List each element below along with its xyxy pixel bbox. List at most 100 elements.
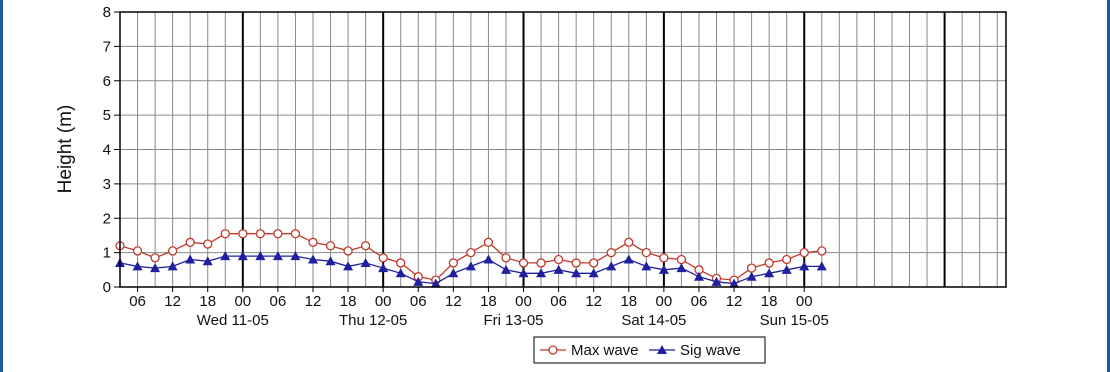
- data-point: [483, 237, 494, 247]
- data-point: [325, 256, 336, 266]
- data-point: [220, 229, 230, 239]
- data-point: [799, 261, 810, 271]
- x-tick-label: 00: [656, 293, 673, 310]
- y-tick-label: 7: [103, 38, 111, 55]
- data-point: [150, 253, 160, 263]
- y-axis-label: Height (m): [55, 105, 76, 194]
- data-point: [378, 253, 388, 263]
- data-point: [325, 241, 336, 251]
- x-tick-label: 00: [796, 293, 813, 310]
- day-label: Sun 15-05: [760, 312, 829, 329]
- x-tick-label: 18: [761, 293, 778, 310]
- x-tick-label: 12: [445, 293, 462, 310]
- data-point: [395, 268, 406, 278]
- data-point: [606, 261, 617, 271]
- data-point: [238, 229, 248, 239]
- data-point: [203, 239, 213, 249]
- data-point: [343, 246, 353, 256]
- legend-entry: Max wave: [540, 342, 639, 359]
- x-tick-label: 18: [480, 293, 497, 310]
- series-sig-wave: [115, 251, 827, 288]
- y-tick-label: 2: [103, 210, 111, 227]
- data-point: [413, 276, 424, 286]
- x-axis: 06 12 18 00 06 12 18 00 06 12 18 00 06 12 18 00 06 12 18 00…: [129, 287, 829, 329]
- data-point: [378, 263, 389, 273]
- day-label: Fri 13-05: [484, 312, 544, 329]
- day-label: Sat 14-05: [621, 312, 686, 329]
- x-tick-label: 06: [270, 293, 287, 310]
- x-tick-label: 12: [726, 293, 743, 310]
- data-point: [536, 268, 547, 278]
- data-point: [273, 229, 283, 239]
- data-point: [657, 345, 667, 354]
- data-point: [255, 229, 266, 239]
- data-point: [360, 257, 371, 267]
- data-point: [553, 254, 564, 265]
- data-point: [202, 256, 213, 266]
- x-tick-label: 00: [515, 293, 532, 310]
- data-point: [711, 276, 722, 286]
- x-tick-label: 06: [691, 293, 708, 310]
- x-tick-label: 18: [620, 293, 637, 310]
- data-point: [272, 251, 283, 261]
- y-axis: 0 1 2 3 4 5 6 7 8: [103, 4, 120, 296]
- legend: Max wave Sig wave: [533, 336, 766, 364]
- data-point: [816, 261, 827, 271]
- day-label: Wed 11-05: [197, 312, 269, 329]
- plot-border: [119, 11, 1007, 288]
- y-tick-label: 3: [103, 176, 111, 193]
- data-point: [536, 258, 546, 268]
- data-point: [641, 247, 651, 258]
- data-point: [167, 246, 178, 256]
- data-point: [782, 254, 792, 265]
- data-point: [308, 237, 318, 247]
- series-layer: [115, 229, 827, 288]
- data-point: [237, 251, 248, 261]
- data-point: [571, 258, 581, 268]
- y-tick-label: 6: [103, 73, 111, 90]
- data-point: [571, 268, 582, 278]
- data-point: [553, 264, 564, 274]
- data-point: [764, 268, 775, 278]
- data-point: [589, 258, 599, 268]
- data-point: [658, 264, 669, 274]
- data-point: [606, 247, 616, 258]
- data-point: [185, 237, 195, 247]
- data-point: [799, 247, 809, 258]
- data-point: [817, 246, 827, 256]
- data-point: [501, 253, 511, 263]
- data-point: [729, 278, 740, 288]
- data-point: [448, 268, 459, 278]
- data-point: [676, 254, 687, 265]
- data-point: [764, 258, 774, 268]
- data-point: [255, 251, 266, 261]
- data-point: [746, 263, 757, 273]
- y-tick-label: 5: [103, 107, 111, 124]
- x-tick-label: 06: [550, 293, 567, 310]
- data-point: [623, 254, 634, 264]
- x-tick-label: 18: [199, 293, 216, 310]
- x-tick-label: 18: [340, 293, 357, 310]
- data-point: [518, 268, 529, 278]
- x-tick-label: 12: [585, 293, 602, 310]
- data-point: [343, 261, 354, 271]
- data-point: [548, 345, 558, 355]
- data-point: [220, 251, 231, 261]
- y-tick-label: 8: [103, 4, 111, 21]
- data-point: [624, 237, 634, 247]
- data-point: [167, 261, 178, 271]
- x-tick-label: 12: [164, 293, 181, 310]
- data-point: [588, 268, 599, 278]
- data-point: [132, 261, 143, 271]
- day-label: Thu 12-05: [339, 312, 407, 329]
- data-point: [290, 229, 301, 239]
- data-point: [676, 263, 687, 273]
- data-point: [659, 253, 669, 263]
- data-point: [396, 258, 406, 268]
- legend-entry: Sig wave: [649, 342, 741, 359]
- data-point: [781, 264, 792, 274]
- data-point: [307, 254, 318, 264]
- data-point: [466, 247, 476, 258]
- y-tick-label: 0: [103, 279, 111, 296]
